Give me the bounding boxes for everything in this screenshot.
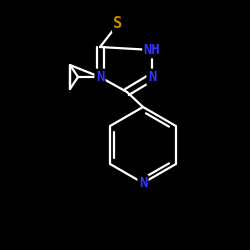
Text: S: S xyxy=(114,16,122,32)
Text: NH: NH xyxy=(144,43,160,57)
Text: N: N xyxy=(148,70,156,84)
Text: N: N xyxy=(96,70,104,84)
Text: N: N xyxy=(139,176,147,190)
